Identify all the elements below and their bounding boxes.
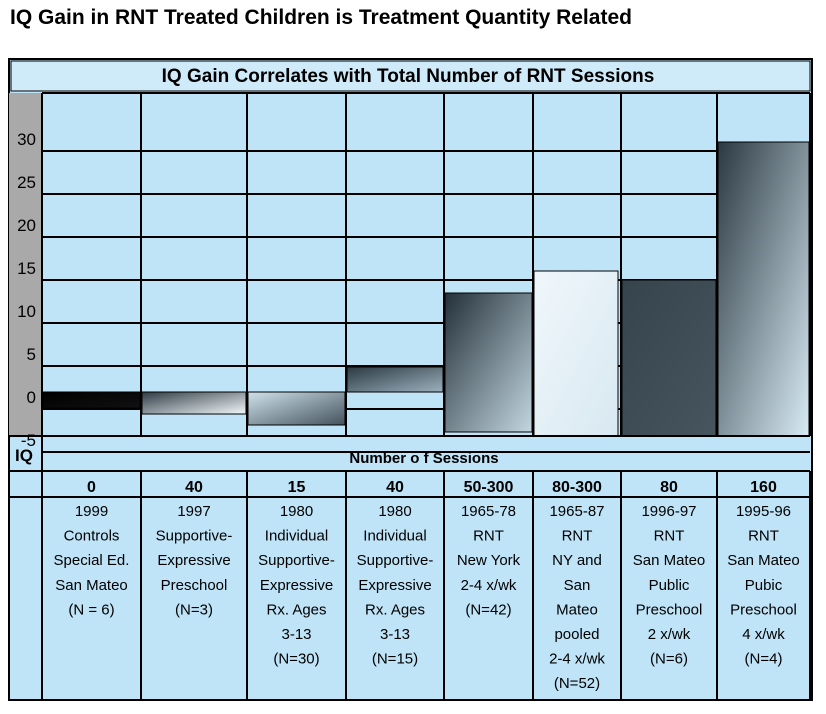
x-tick-label: 160: [750, 479, 777, 496]
category-description-line: Individual: [363, 528, 426, 545]
category-description-line: (N=30): [273, 651, 319, 668]
category-description-line: Public: [649, 577, 690, 594]
category-description-line: RNT: [748, 528, 779, 545]
category-description-line: Expressive: [157, 552, 230, 569]
category-description-line: RNT: [473, 528, 504, 545]
y-tick-label: 30: [17, 130, 36, 149]
bar: [717, 141, 810, 437]
category-description-line: (N=42): [465, 601, 511, 618]
x-tick-label: 50-300: [464, 479, 514, 496]
category-description-line: Individual: [265, 528, 328, 545]
category-description-line: Pubic: [745, 577, 783, 594]
bar: [141, 391, 247, 415]
bar: [621, 279, 717, 437]
category-description-line: Special Ed.: [54, 552, 130, 569]
category-description-line: (N = 6): [68, 601, 114, 618]
bar: [247, 391, 346, 426]
page-title: IQ Gain in RNT Treated Children is Treat…: [10, 6, 632, 29]
y-tick-label: 25: [17, 173, 36, 192]
category-description-line: San Mateo: [633, 552, 706, 569]
y-axis-label: IQ: [15, 446, 33, 465]
category-description-line: 1995-96: [736, 503, 791, 520]
category-description-line: (N=6): [650, 651, 688, 668]
category-description-line: Preschool: [730, 601, 797, 618]
y-axis-panel: [9, 93, 42, 436]
y-tick-label: 15: [17, 259, 36, 278]
category-description-line: Expressive: [358, 577, 431, 594]
category-description-line: San Mateo: [727, 552, 800, 569]
category-description-line: Preschool: [636, 601, 703, 618]
x-tick-label: 15: [288, 479, 306, 496]
category-description-line: 1965-87: [549, 503, 604, 520]
chart-title-box: [10, 60, 811, 92]
category-description-line: (N=52): [554, 675, 600, 692]
category-description-line: 1980: [280, 503, 313, 520]
category-description-line: San Mateo: [55, 577, 128, 594]
category-table: 0 1999 Controls Special Ed. San Mateo (N = 6)…: [9, 435, 811, 700]
x-tick-label: 0: [87, 479, 96, 496]
category-description-line: Expressive: [260, 577, 333, 594]
category-description-line: RNT: [654, 528, 685, 545]
y-tick-label: 0: [27, 388, 36, 407]
y-tick-label: 5: [27, 345, 36, 364]
bar: [346, 366, 444, 393]
bar: [42, 391, 141, 409]
x-tick-label: 80: [660, 479, 678, 496]
category-description-line: Rx. Ages: [365, 601, 425, 618]
category-description-line: 1997: [177, 503, 210, 520]
bar: [533, 270, 619, 437]
category-description-line: pooled: [554, 626, 599, 643]
bar: [444, 292, 533, 433]
category-description-line: 4 x/wk: [742, 626, 785, 643]
category-description-line: RNT: [562, 528, 593, 545]
category-description-line: 1999: [75, 503, 108, 520]
category-description-line: (N=4): [745, 651, 783, 668]
category-description-line: Rx. Ages: [266, 601, 326, 618]
category-description-line: 1980: [378, 503, 411, 520]
category-description-line: Mateo: [556, 601, 598, 618]
category-description-line: 3-13: [281, 626, 311, 643]
chart-title: IQ Gain Correlates with Total Number of …: [162, 66, 655, 87]
category-description-line: 2 x/wk: [648, 626, 691, 643]
gridlines: [41, 92, 811, 453]
y-tick-label: 20: [17, 216, 36, 235]
category-description-line: (N=3): [175, 601, 213, 618]
y-tick-label: 10: [17, 302, 36, 321]
x-tick-label: 40: [386, 479, 404, 496]
category-description-line: 2-4 x/wk: [461, 577, 517, 594]
category-description-line: San: [564, 577, 591, 594]
category-description-line: Supportive-: [156, 528, 233, 545]
category-description-line: 1965-78: [461, 503, 516, 520]
category-description-line: New York: [457, 552, 521, 569]
category-description-line: NY and: [552, 552, 602, 569]
bars: [42, 141, 810, 437]
category-description-line: Supportive-: [357, 552, 434, 569]
category-description-line: Controls: [64, 528, 120, 545]
category-description-line: Supportive-: [258, 552, 335, 569]
category-description-line: Preschool: [161, 577, 228, 594]
category-description-line: (N=15): [372, 651, 418, 668]
category-description-line: 1996-97: [641, 503, 696, 520]
x-tick-label: 40: [185, 479, 203, 496]
category-description-line: 3-13: [380, 626, 410, 643]
category-description-line: 2-4 x/wk: [549, 651, 605, 668]
x-axis-title: Number o f Sessions: [349, 450, 498, 467]
x-tick-label: 80-300: [552, 479, 602, 496]
